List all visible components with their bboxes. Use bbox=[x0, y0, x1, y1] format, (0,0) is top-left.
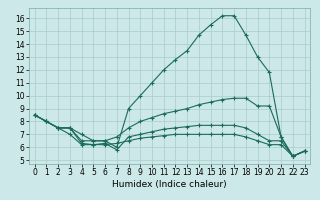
X-axis label: Humidex (Indice chaleur): Humidex (Indice chaleur) bbox=[112, 180, 227, 189]
